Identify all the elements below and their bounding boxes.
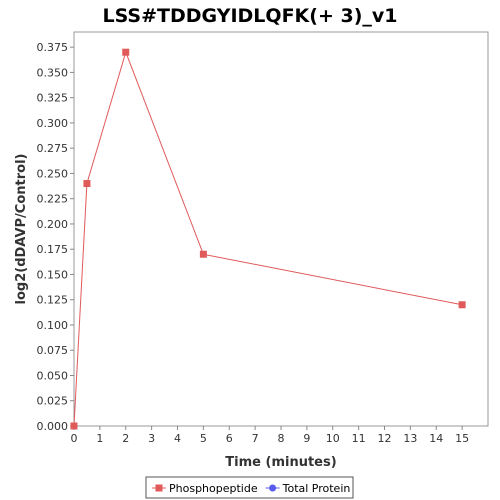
y-tick-label: 0.050 xyxy=(37,369,69,382)
x-axis: 0 1 2 3 4 5 6 7 8 9 10 11 12 13 14 15 xyxy=(71,426,469,445)
x-tick-label: 1 xyxy=(96,432,103,445)
series-layer xyxy=(70,48,466,430)
data-point xyxy=(199,250,207,258)
x-tick-label: 15 xyxy=(455,432,469,445)
y-tick-label: 0.075 xyxy=(37,344,69,357)
x-tick-label: 7 xyxy=(252,432,259,445)
y-tick-label: 0.125 xyxy=(37,294,69,307)
y-axis-label: log2(dDAVP/Control) xyxy=(14,154,29,305)
x-axis-label: Time (minutes) xyxy=(225,455,336,470)
x-tick-label: 11 xyxy=(352,432,366,445)
y-axis: 0.000 0.025 0.050 0.075 0.100 0.125 0.150 0.175… xyxy=(37,41,74,433)
legend-label: Phosphopeptide xyxy=(169,482,258,495)
y-tick-label: 0.300 xyxy=(37,117,69,130)
x-tick-label: 6 xyxy=(226,432,233,445)
x-tick-label: 2 xyxy=(122,432,129,445)
x-tick-label: 4 xyxy=(174,432,181,445)
x-tick-label: 3 xyxy=(148,432,155,445)
y-tick-label: 0.350 xyxy=(37,66,69,79)
x-tick-label: 10 xyxy=(326,432,340,445)
y-tick-label: 0.175 xyxy=(37,243,69,256)
x-tick-label: 0 xyxy=(71,432,78,445)
legend-marker xyxy=(269,484,277,492)
y-tick-label: 0.100 xyxy=(37,319,69,332)
legend-marker xyxy=(155,484,163,492)
x-tick-label: 13 xyxy=(403,432,417,445)
plot-area xyxy=(73,31,489,427)
x-tick-label: 14 xyxy=(429,432,443,445)
data-point xyxy=(122,48,130,56)
legend-box xyxy=(145,476,354,499)
y-tick-label: 0.200 xyxy=(37,218,69,231)
legend: Phosphopeptide Total Protein xyxy=(145,476,354,499)
y-tick-label: 0.225 xyxy=(37,193,69,206)
x-tick-label: 5 xyxy=(200,432,207,445)
data-point xyxy=(70,422,78,430)
x-tick-label: 9 xyxy=(303,432,310,445)
x-tick-label: 8 xyxy=(278,432,285,445)
y-tick-label: 0.025 xyxy=(37,395,69,408)
x-tick-label: 12 xyxy=(378,432,392,445)
y-tick-label: 0.375 xyxy=(37,41,69,54)
y-tick-label: 0.250 xyxy=(37,167,69,180)
y-tick-label: 0.150 xyxy=(37,268,69,281)
legend-label: Total Protein xyxy=(282,482,351,495)
data-point xyxy=(83,180,91,188)
y-tick-label: 0.275 xyxy=(37,142,69,155)
y-tick-label: 0.000 xyxy=(37,420,69,433)
chart-title: LSS#TDDGYIDLQFK(+ 3)_v1 xyxy=(102,5,397,27)
y-tick-label: 0.325 xyxy=(37,92,69,105)
data-point xyxy=(458,301,466,309)
